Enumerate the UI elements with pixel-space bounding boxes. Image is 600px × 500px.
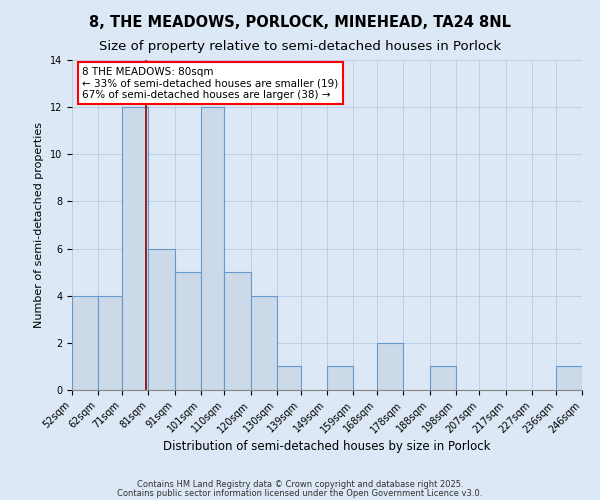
X-axis label: Distribution of semi-detached houses by size in Porlock: Distribution of semi-detached houses by … bbox=[163, 440, 491, 454]
Text: 8, THE MEADOWS, PORLOCK, MINEHEAD, TA24 8NL: 8, THE MEADOWS, PORLOCK, MINEHEAD, TA24 … bbox=[89, 15, 511, 30]
Text: Contains HM Land Registry data © Crown copyright and database right 2025.: Contains HM Land Registry data © Crown c… bbox=[137, 480, 463, 489]
Bar bbox=[98, 296, 122, 390]
Bar bbox=[277, 366, 301, 390]
Bar bbox=[148, 248, 175, 390]
Bar bbox=[122, 107, 148, 390]
Bar bbox=[224, 272, 251, 390]
Y-axis label: Number of semi-detached properties: Number of semi-detached properties bbox=[34, 122, 44, 328]
Text: 8 THE MEADOWS: 80sqm
← 33% of semi-detached houses are smaller (19)
67% of semi-: 8 THE MEADOWS: 80sqm ← 33% of semi-detac… bbox=[82, 66, 338, 100]
Bar bbox=[377, 343, 403, 390]
Bar bbox=[556, 366, 582, 390]
Bar bbox=[72, 296, 98, 390]
Bar bbox=[430, 366, 456, 390]
Text: Contains public sector information licensed under the Open Government Licence v3: Contains public sector information licen… bbox=[118, 488, 482, 498]
Bar bbox=[251, 296, 277, 390]
Bar bbox=[327, 366, 353, 390]
Bar bbox=[175, 272, 201, 390]
Text: Size of property relative to semi-detached houses in Porlock: Size of property relative to semi-detach… bbox=[99, 40, 501, 53]
Bar bbox=[201, 107, 224, 390]
